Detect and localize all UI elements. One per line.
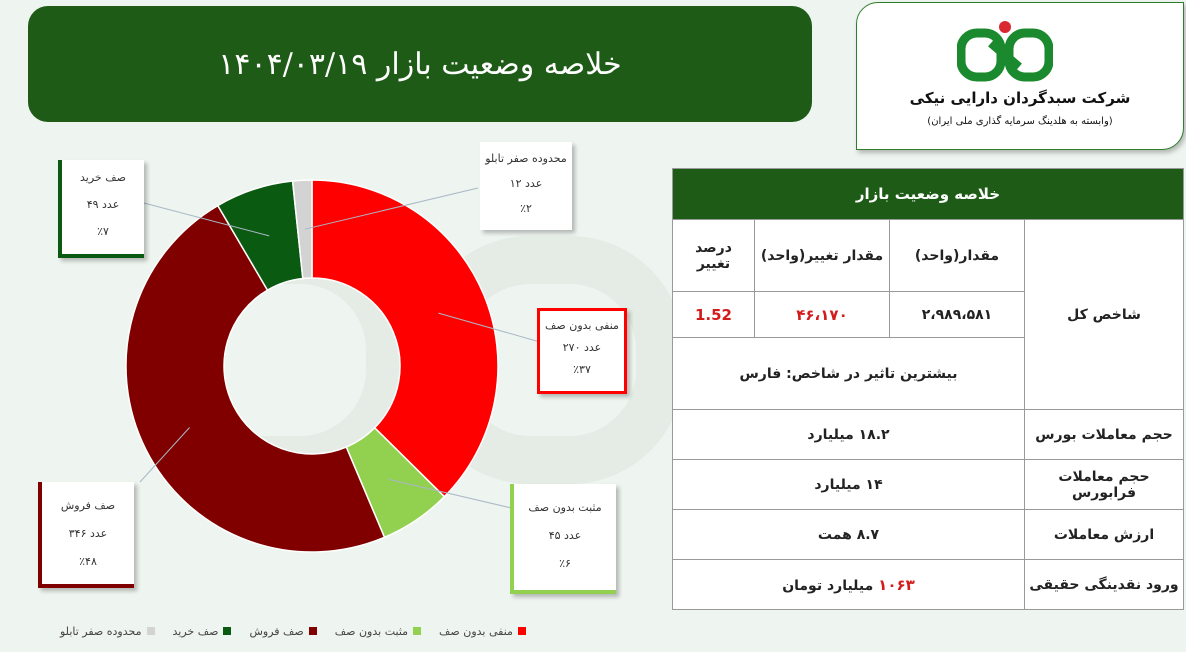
slice-negative: [311, 179, 499, 498]
legend-item-negative: منفی بدون صف: [439, 622, 526, 640]
summary-row-label: حجم معاملات بورس: [1024, 409, 1184, 460]
legend-swatch: [517, 627, 526, 635]
market-donut-chart: [125, 179, 541, 553]
slice-zero-range: [291, 179, 313, 280]
callout-buy-queue-label: صف خرید: [80, 171, 126, 184]
legend-item-buy-queue: صف خرید: [173, 622, 232, 640]
liquidity-label: ورود نقدینگی حقیقی: [1024, 559, 1184, 610]
leader-line: [139, 201, 270, 237]
legend-label: منفی بدون صف: [439, 624, 513, 638]
summary-row-value: ۱۴ میلیارد: [672, 459, 1025, 510]
index-pct: 1.52: [672, 291, 755, 338]
callout-buy-queue-count: ۴۹ عدد: [86, 198, 120, 211]
index-label: شاخص کل: [1024, 219, 1184, 410]
callout-zero-range: محدوده صفر تابلو ۱۲ عدد ٪۲: [480, 142, 572, 230]
summary-heading: خلاصه وضعیت بازار: [672, 168, 1184, 220]
legend-swatch: [223, 627, 232, 635]
legend-item-positive: مثبت بدون صف: [334, 622, 422, 640]
col-change-header: مقدار تغییر(واحد): [754, 219, 890, 292]
slice-sell-queue: [125, 204, 386, 553]
col-value-header: مقدار(واحد): [889, 219, 1025, 292]
chart-legend: منفی بدون صف مثبت بدون صف صف فروش صف خری…: [60, 622, 660, 640]
callout-negative-pct: ٪۳۷: [573, 363, 591, 376]
legend-swatch: [146, 627, 155, 635]
callout-sell-queue-pct: ٪۴۸: [79, 555, 97, 568]
callout-zero-range-label: محدوده صفر تابلو: [485, 152, 567, 165]
most-impact: بیشترین تاثیر در شاخص: فارس: [672, 337, 1025, 410]
summary-row-value: ۱۸.۲ میلیارد: [672, 409, 1025, 460]
liquidity-cell: ۱۰۶۳ میلیارد تومان: [672, 559, 1025, 610]
legend-label: مثبت بدون صف: [334, 624, 409, 638]
callout-buy-queue: صف خرید ۴۹ عدد ٪۷: [58, 160, 144, 258]
callout-negative-count: ۲۷۰ عدد: [562, 341, 602, 354]
legend-swatch: [413, 627, 422, 635]
callout-sell-queue: صف فروش ۳۴۶ عدد ٪۴۸: [38, 482, 134, 588]
callout-zero-range-count: ۱۲ عدد: [509, 177, 543, 190]
leader-line: [304, 187, 479, 230]
legend-label: صف خرید: [172, 624, 219, 638]
index-change: ۴۶،۱۷۰: [754, 291, 890, 338]
callout-positive-pct: ٪۶: [559, 557, 571, 570]
index-value: ۲،۹۸۹،۵۸۱: [889, 291, 1025, 338]
leader-line: [139, 427, 190, 483]
liquidity-unit: میلیارد تومان: [782, 577, 874, 594]
summary-row-value: ۸.۷ همت: [672, 509, 1025, 560]
legend-item-sell-queue: صف فروش: [249, 622, 317, 640]
summary-row-label: حجم معاملات فرابورس: [1024, 459, 1184, 510]
company-logo-icon: [957, 21, 1053, 82]
leader-line: [438, 312, 541, 343]
market-summary-table: خلاصه وضعیت بازار شاخص کل مقدار(واحد) مق…: [672, 168, 1184, 610]
legend-label: محدوده صفر تابلو: [60, 624, 142, 638]
page-title-text: خلاصه وضعیت بازار ۱۴۰۴/۰۳/۱۹: [218, 46, 622, 82]
callout-positive-count: ۴۵ عدد: [548, 529, 582, 542]
page-title: خلاصه وضعیت بازار ۱۴۰۴/۰۳/۱۹: [28, 6, 812, 122]
callout-negative: منفی بدون صف ۲۷۰ عدد ٪۳۷: [537, 308, 627, 394]
callout-negative-label: منفی بدون صف: [545, 319, 619, 332]
callout-positive: مثبت بدون صف ۴۵ عدد ٪۶: [510, 484, 616, 594]
liquidity-value: ۱۰۶۳: [878, 575, 915, 594]
legend-item-zero-range: محدوده صفر تابلو: [60, 622, 155, 640]
summary-row-label: ارزش معاملات: [1024, 509, 1184, 560]
leader-line: [388, 478, 521, 511]
callout-sell-queue-label: صف فروش: [60, 499, 116, 512]
callout-positive-label: مثبت بدون صف: [528, 501, 602, 514]
col-pct-header: درصد تغییر: [672, 219, 755, 292]
company-name: شرکت سبدگردان دارایی نیکی: [909, 89, 1131, 107]
callout-sell-queue-count: ۳۴۶ عدد: [68, 527, 108, 540]
callout-zero-range-pct: ٪۲: [520, 202, 532, 215]
callout-buy-queue-pct: ٪۷: [97, 225, 109, 238]
legend-label: صف فروش: [249, 624, 304, 638]
company-logo-panel: شرکت سبدگردان دارایی نیکی (وابسته به هلد…: [856, 2, 1184, 150]
legend-swatch: [308, 627, 317, 635]
company-subtitle: (وابسته به هلدینگ سرمایه گذاری ملی ایران…: [927, 116, 1113, 127]
